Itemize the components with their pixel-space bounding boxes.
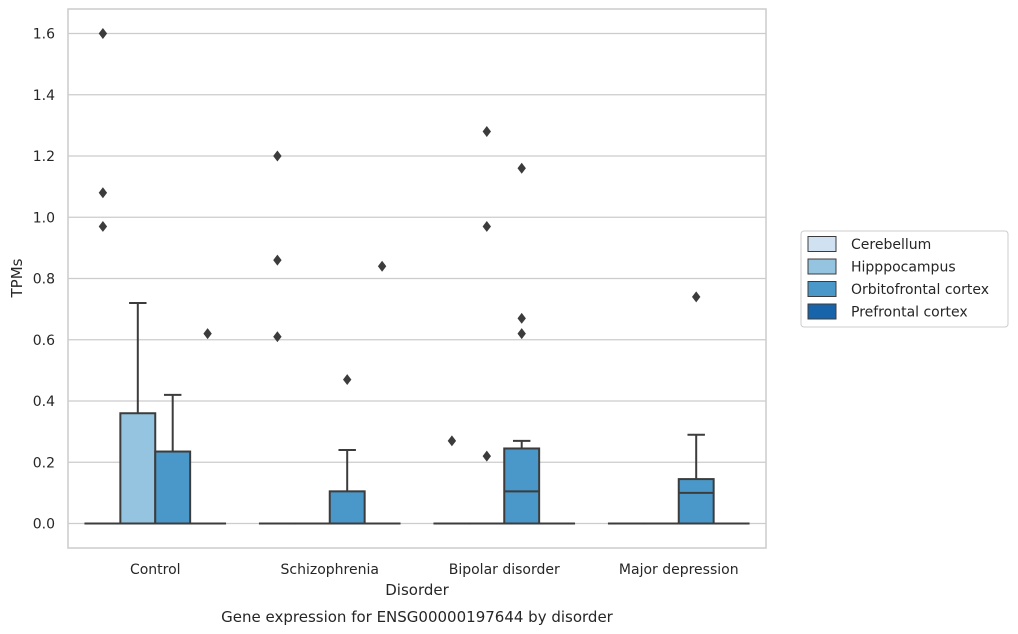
legend: Cerebellum Hipppocampus Orbitofrontal cort…	[800, 230, 1009, 328]
outlier-point	[517, 312, 526, 324]
y-tick-label: 1.2	[33, 149, 55, 165]
outlier-point	[273, 150, 282, 162]
legend-label: Cerebellum	[851, 237, 931, 253]
legend-swatch	[807, 236, 837, 252]
outlier-point	[482, 450, 491, 462]
legend-label: Orbitofrontal cortex	[851, 282, 989, 298]
legend-label: Hipppocampus	[851, 260, 956, 276]
x-axis-label: Disorder	[385, 581, 449, 599]
y-tick-label: 0.4	[33, 394, 55, 410]
box-orbitofrontal-cortex	[328, 374, 366, 525]
y-tick-labels: 0.0 0.2 0.4 0.6 0.8 1.0 1.2 1.4 1.6	[33, 27, 55, 533]
box-prefrontal-cortex	[189, 328, 227, 525]
box-orbitofrontal-cortex	[503, 162, 541, 525]
outlier-point	[482, 220, 491, 232]
outlier-point	[98, 28, 108, 39]
legend-label: Prefrontal cortex	[851, 305, 968, 321]
box-body	[503, 447, 541, 525]
chart-caption: Gene expression for ENSG00000197644 by d…	[221, 608, 614, 626]
outlier-point	[517, 162, 526, 174]
outlier-point	[343, 374, 352, 386]
plot-frame	[67, 8, 767, 549]
outlier-point	[517, 328, 526, 340]
x-tick-label: Bipolar disorder	[449, 562, 560, 578]
outlier-point	[482, 126, 491, 137]
outlier-point	[692, 291, 701, 303]
legend-swatch	[807, 303, 837, 320]
y-tick-label: 1.0	[33, 210, 55, 226]
outlier-point	[273, 331, 282, 343]
y-tick-label: 0.2	[33, 455, 55, 471]
y-tick-label: 1.6	[33, 27, 55, 43]
x-tick-label: Major depression	[619, 562, 739, 578]
x-tick-label: Schizophrenia	[281, 562, 379, 578]
legend-frame	[800, 230, 1009, 328]
outlier-point	[377, 260, 387, 272]
outlier-point	[98, 220, 108, 232]
y-tick-label: 1.4	[33, 88, 55, 104]
box-orbitofrontal-cortex	[677, 291, 715, 525]
x-tick-labels: Control Schizophrenia Bipolar disorder Majo…	[130, 562, 739, 578]
box-body	[328, 490, 366, 525]
box-body	[677, 478, 715, 525]
box-orbitofrontal-cortex	[154, 393, 192, 525]
legend-swatch	[807, 258, 837, 275]
x-tick-label: Control	[130, 562, 181, 578]
y-axis-label: TPMs	[8, 258, 26, 298]
box-body	[154, 450, 192, 525]
box-hipppocampus	[119, 302, 157, 525]
outlier-point	[273, 254, 282, 266]
box-prefrontal-cortex	[363, 260, 401, 525]
boxes	[84, 28, 750, 525]
outlier-point	[203, 328, 212, 340]
outlier-point	[447, 435, 457, 447]
y-tick-label: 0.6	[33, 333, 55, 349]
outlier-point	[98, 187, 108, 199]
box-body	[119, 412, 157, 525]
legend-swatch	[807, 281, 837, 297]
y-tick-label: 0.8	[33, 272, 55, 288]
y-tick-label: 0.0	[33, 517, 55, 533]
